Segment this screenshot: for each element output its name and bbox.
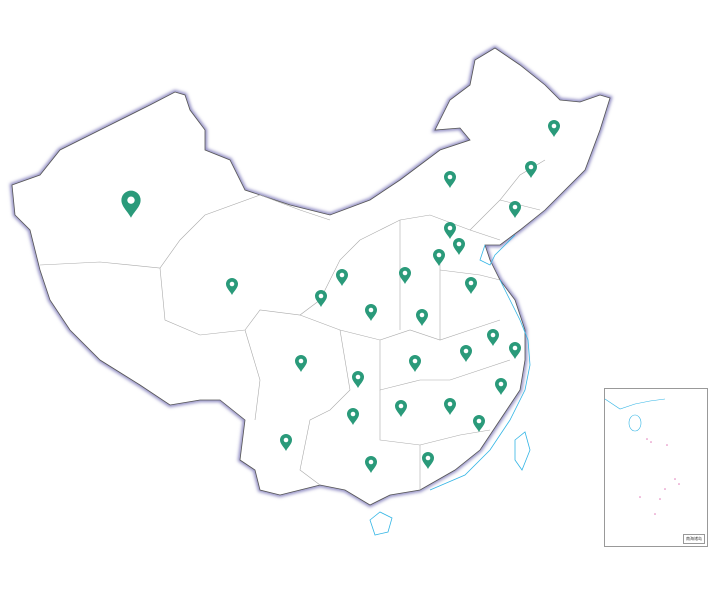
location-markers: [121, 120, 560, 473]
map-marker-icon[interactable]: [444, 398, 456, 415]
map-marker-icon[interactable]: [453, 238, 465, 255]
map-marker-icon[interactable]: [336, 269, 348, 286]
inset-map: [604, 398, 680, 515]
map-marker-icon[interactable]: [315, 290, 327, 307]
map-marker-icon[interactable]: [444, 222, 456, 239]
map-marker-icon[interactable]: [509, 201, 521, 218]
map-marker-icon[interactable]: [525, 161, 537, 178]
map-marker-icon[interactable]: [495, 378, 507, 395]
map-marker-icon[interactable]: [509, 342, 521, 359]
map-marker-icon[interactable]: [365, 456, 377, 473]
map-marker-icon[interactable]: [352, 371, 364, 388]
coastline-water: [369, 234, 531, 536]
map-marker-icon[interactable]: [121, 190, 141, 218]
inset-title: 南海诸岛: [683, 534, 705, 544]
map-marker-icon[interactable]: [416, 309, 428, 326]
map-marker-icon[interactable]: [365, 304, 377, 321]
map-marker-icon[interactable]: [295, 355, 307, 372]
map-marker-icon[interactable]: [460, 345, 472, 362]
map-marker-icon[interactable]: [399, 267, 411, 284]
map-marker-icon[interactable]: [409, 355, 421, 372]
map-marker-icon[interactable]: [395, 400, 407, 417]
map-marker-icon[interactable]: [444, 171, 456, 188]
map-marker-icon[interactable]: [548, 120, 560, 137]
map-marker-icon[interactable]: [487, 329, 499, 346]
map-marker-icon[interactable]: [433, 249, 445, 266]
map-marker-icon[interactable]: [347, 408, 359, 425]
map-marker-icon[interactable]: [465, 277, 477, 294]
map-marker-icon[interactable]: [473, 415, 485, 432]
map-marker-icon[interactable]: [226, 278, 238, 295]
south-china-sea-inset: 南海诸岛: [604, 388, 708, 547]
map-marker-icon[interactable]: [422, 452, 434, 469]
province-borders: [39, 159, 546, 490]
country-outline: [11, 47, 611, 506]
map-marker-icon[interactable]: [280, 434, 292, 451]
